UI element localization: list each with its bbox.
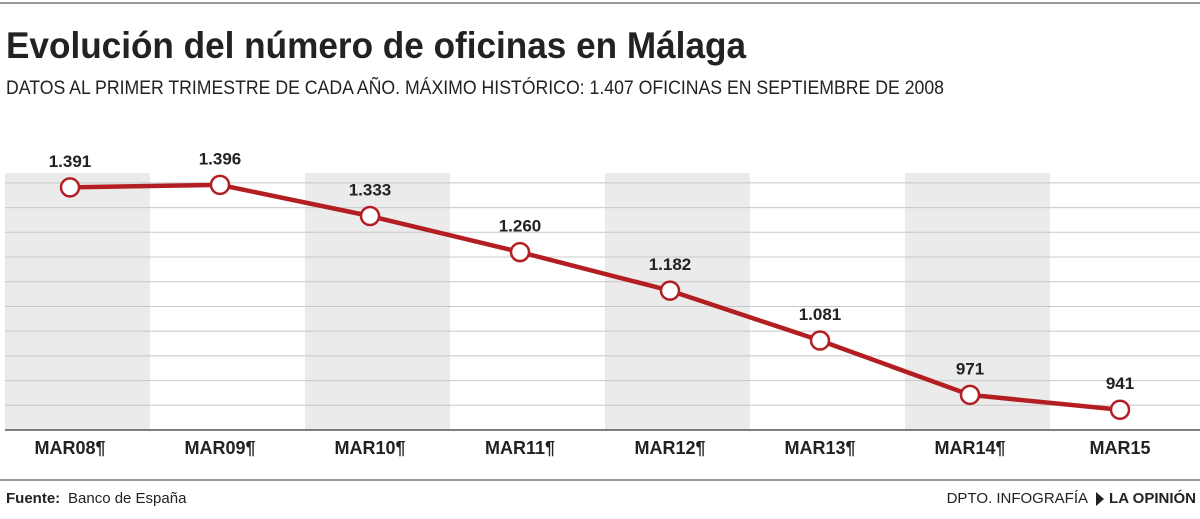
source-label: Fuente: (6, 490, 60, 507)
x-tick-label: MAR13¶ (784, 438, 855, 458)
point (659, 280, 681, 301)
line (69, 182, 1121, 412)
data-label: 1.333 (349, 180, 392, 199)
column-band (5, 173, 150, 430)
x-tick-label: MAR09¶ (184, 438, 255, 458)
data-label: 941 (1106, 374, 1134, 393)
point (59, 177, 81, 198)
column-band (905, 173, 1050, 430)
chart-title: Evolución del número de oficinas en Mála… (6, 25, 746, 66)
data-label: 1.260 (499, 217, 542, 236)
data-label: 1.391 (49, 152, 92, 171)
column-band (605, 173, 750, 430)
point (509, 241, 531, 263)
brand: LA OPINIÓN (1109, 489, 1196, 507)
point (209, 174, 231, 196)
data-label: 1.182 (649, 255, 692, 274)
x-tick-label: MAR08¶ (34, 438, 105, 458)
data-label: 971 (956, 359, 984, 378)
credit: DPTO. INFOGRAFÍA (947, 490, 1088, 507)
x-tick-label: MAR14¶ (934, 438, 1005, 458)
x-tick-label: MAR11¶ (485, 438, 555, 458)
plot-area: MAR08¶ MAR09¶ MAR10¶ MAR11¶ MAR12¶ MAR13¶ MAR1… (5, 149, 1200, 458)
credit-arrow (1096, 492, 1104, 506)
chart-subtitle: DATOS AL PRIMER TRIMESTRE DE CADA AÑO. M… (6, 77, 944, 99)
data-label: 1.081 (799, 305, 842, 324)
point (1109, 399, 1131, 420)
point (809, 330, 831, 351)
source: Banco de España (68, 490, 187, 507)
x-tick-label: MAR15 (1089, 438, 1150, 458)
point (359, 205, 381, 227)
point (959, 384, 981, 406)
data-label: 1.396 (199, 149, 242, 168)
x-tick-label: MAR12¶ (634, 438, 705, 458)
x-tick-label: MAR10¶ (334, 438, 405, 458)
